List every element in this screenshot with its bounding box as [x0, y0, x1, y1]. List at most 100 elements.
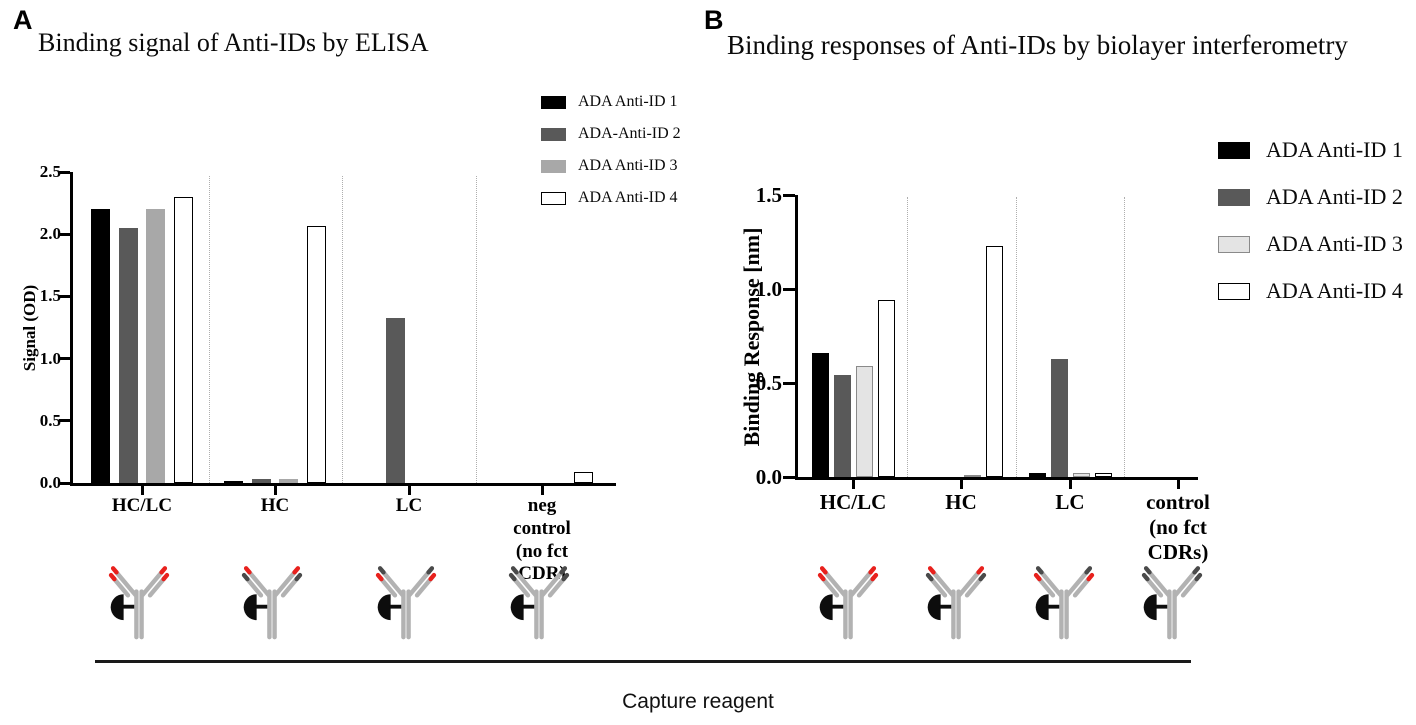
y-tick-label: 2.0 — [39, 224, 61, 244]
panel-a-title: Binding signal of Anti-IDs by ELISA — [38, 28, 429, 57]
y-tick — [783, 381, 795, 385]
bar-ada-anti-id-1-2 — [1028, 473, 1046, 477]
legend-label: ADA Anti-ID 1 — [578, 93, 678, 110]
legend-item: ADA Anti-ID 1 — [1218, 137, 1403, 163]
group-separator — [1015, 197, 1017, 477]
y-tick — [783, 287, 795, 291]
antibody-icon-holder — [908, 549, 1004, 649]
legend-swatch — [541, 159, 566, 173]
legend-swatch — [541, 95, 566, 109]
legend-label: ADA Anti-ID 4 — [578, 189, 678, 206]
bar-ada-anti-id-2-0 — [833, 375, 851, 477]
x-tick — [407, 483, 411, 495]
x-tick — [140, 483, 144, 495]
x-category-label: HC — [260, 495, 290, 516]
panel-a-letter: A — [13, 5, 33, 35]
legend-item: ADA Anti-ID 3 — [541, 157, 681, 175]
legend-item: ADA Anti-ID 4 — [541, 189, 681, 207]
antibody-icon-capture-lc — [1033, 566, 1095, 640]
x-tick — [1068, 477, 1072, 489]
bar-ada-anti-id-2-0 — [118, 227, 138, 483]
capture-bead — [377, 594, 391, 621]
antibody-icon-holder — [91, 549, 187, 649]
x-category-label: LC — [395, 495, 423, 516]
capture-reagent-label: Capture reagent — [622, 690, 774, 713]
y-tick — [59, 419, 70, 423]
y-tick — [59, 170, 70, 174]
x-tick — [273, 483, 277, 495]
bar-ada-anti-id-3-0 — [146, 209, 166, 483]
legend-swatch — [1218, 282, 1250, 300]
bar-ada-anti-id-4-0 — [173, 196, 193, 483]
legend-swatch — [1218, 235, 1250, 253]
y-tick — [783, 193, 795, 197]
panel-b-title: Binding responses of Anti-IDs by biolaye… — [727, 30, 1348, 60]
x-category-label: LC — [1055, 490, 1085, 514]
x-category-label: HC — [945, 490, 977, 514]
x-category-label: HC/LC — [819, 490, 887, 514]
bar-ada-anti-id-2-1 — [251, 479, 271, 483]
y-tick-label: 0.5 — [755, 371, 782, 395]
legend-item: ADA-Anti-ID 2 — [541, 125, 681, 143]
group-separator — [208, 176, 210, 483]
bar-ada-anti-id-4-0 — [877, 300, 895, 477]
y-tick-label: 1.5 — [39, 286, 61, 306]
antibody-icon-capture-hclc — [108, 566, 170, 640]
group-separator — [342, 176, 343, 483]
bar-ada-anti-id-4-2 — [1094, 473, 1112, 477]
legend-label: ADA-Anti-ID 2 — [578, 125, 681, 142]
legend-item: ADA Anti-ID 2 — [1218, 184, 1403, 210]
antibody-icon-capture-control — [508, 566, 570, 640]
bar-ada-anti-id-3-0 — [855, 366, 873, 477]
capture-bead — [510, 594, 524, 621]
legend-swatch — [541, 127, 566, 141]
capture-bead — [243, 594, 257, 621]
panel-b-legend: ADA Anti-ID 1 ADA Anti-ID 2 ADA Anti-ID 3 A… — [1218, 137, 1403, 325]
capture-reagent-line — [95, 660, 1191, 663]
bar-ada-anti-id-4-1 — [306, 225, 326, 483]
y-tick-label: 0.0 — [755, 465, 782, 489]
y-tick-label: 0.5 — [39, 410, 61, 430]
panel-b-ylabel: Binding Response [nm] — [739, 227, 764, 447]
y-tick-label: 1.0 — [755, 277, 782, 301]
legend-item: ADA Anti-ID 4 — [1218, 278, 1403, 304]
antibody-icon-capture-lc — [375, 566, 437, 640]
group-separator — [907, 197, 908, 477]
antibody-icon-capture-hc — [241, 566, 303, 640]
antibody-icon-capture-control — [1141, 566, 1203, 640]
x-category-label: control (no fct CDRs) — [1146, 490, 1210, 565]
bar-ada-anti-id-1-0 — [91, 209, 111, 483]
antibody-icon-holder — [800, 549, 896, 649]
antibody-icon-capture-hc — [925, 566, 987, 640]
y-tick — [783, 475, 795, 479]
bar-ada-anti-id-2-2 — [1050, 358, 1068, 477]
antibody-icon-holder — [224, 549, 320, 649]
panel-a-plot: 0.0 0.5 1.0 1.5 2.0 2.5 HC/LC HC LC neg control (… — [40, 162, 616, 584]
y-tick-label: 2.5 — [39, 162, 61, 181]
bar-ada-anti-id-3-1 — [279, 479, 299, 483]
bar-ada-anti-id-4-1 — [985, 245, 1003, 477]
bar-ada-anti-id-3-1 — [963, 475, 981, 477]
group-separator — [1124, 197, 1125, 477]
legend-item: ADA Anti-ID 3 — [1218, 231, 1403, 257]
panel-b-plot: 0.0 0.5 1.0 1.5 HC/LC HC LC control (no fct CDR… — [756, 184, 1210, 564]
y-tick-label: 1.5 — [755, 183, 782, 207]
bar-ada-anti-id-1-1 — [224, 481, 244, 483]
antibody-icon-capture-hclc — [817, 566, 879, 640]
capture-bead — [819, 594, 833, 621]
y-tick — [59, 294, 70, 298]
antibody-icon-holder — [358, 549, 454, 649]
legend-label: ADA Anti-ID 1 — [1266, 137, 1403, 162]
panel-a-legend: ADA Anti-ID 1 ADA-Anti-ID 2 ADA Anti-ID 3 A… — [541, 93, 681, 221]
legend-swatch — [1218, 188, 1250, 206]
group-separator — [475, 176, 477, 483]
y-tick-label: 0.0 — [39, 473, 61, 492]
capture-bead — [110, 594, 124, 621]
antibody-icon-holder — [1124, 549, 1220, 649]
bar-ada-anti-id-1-0 — [811, 352, 829, 477]
legend-item: ADA Anti-ID 1 — [541, 93, 681, 111]
y-tick — [59, 481, 70, 485]
antibody-icon-holder — [491, 549, 587, 649]
legend-swatch — [541, 191, 566, 205]
